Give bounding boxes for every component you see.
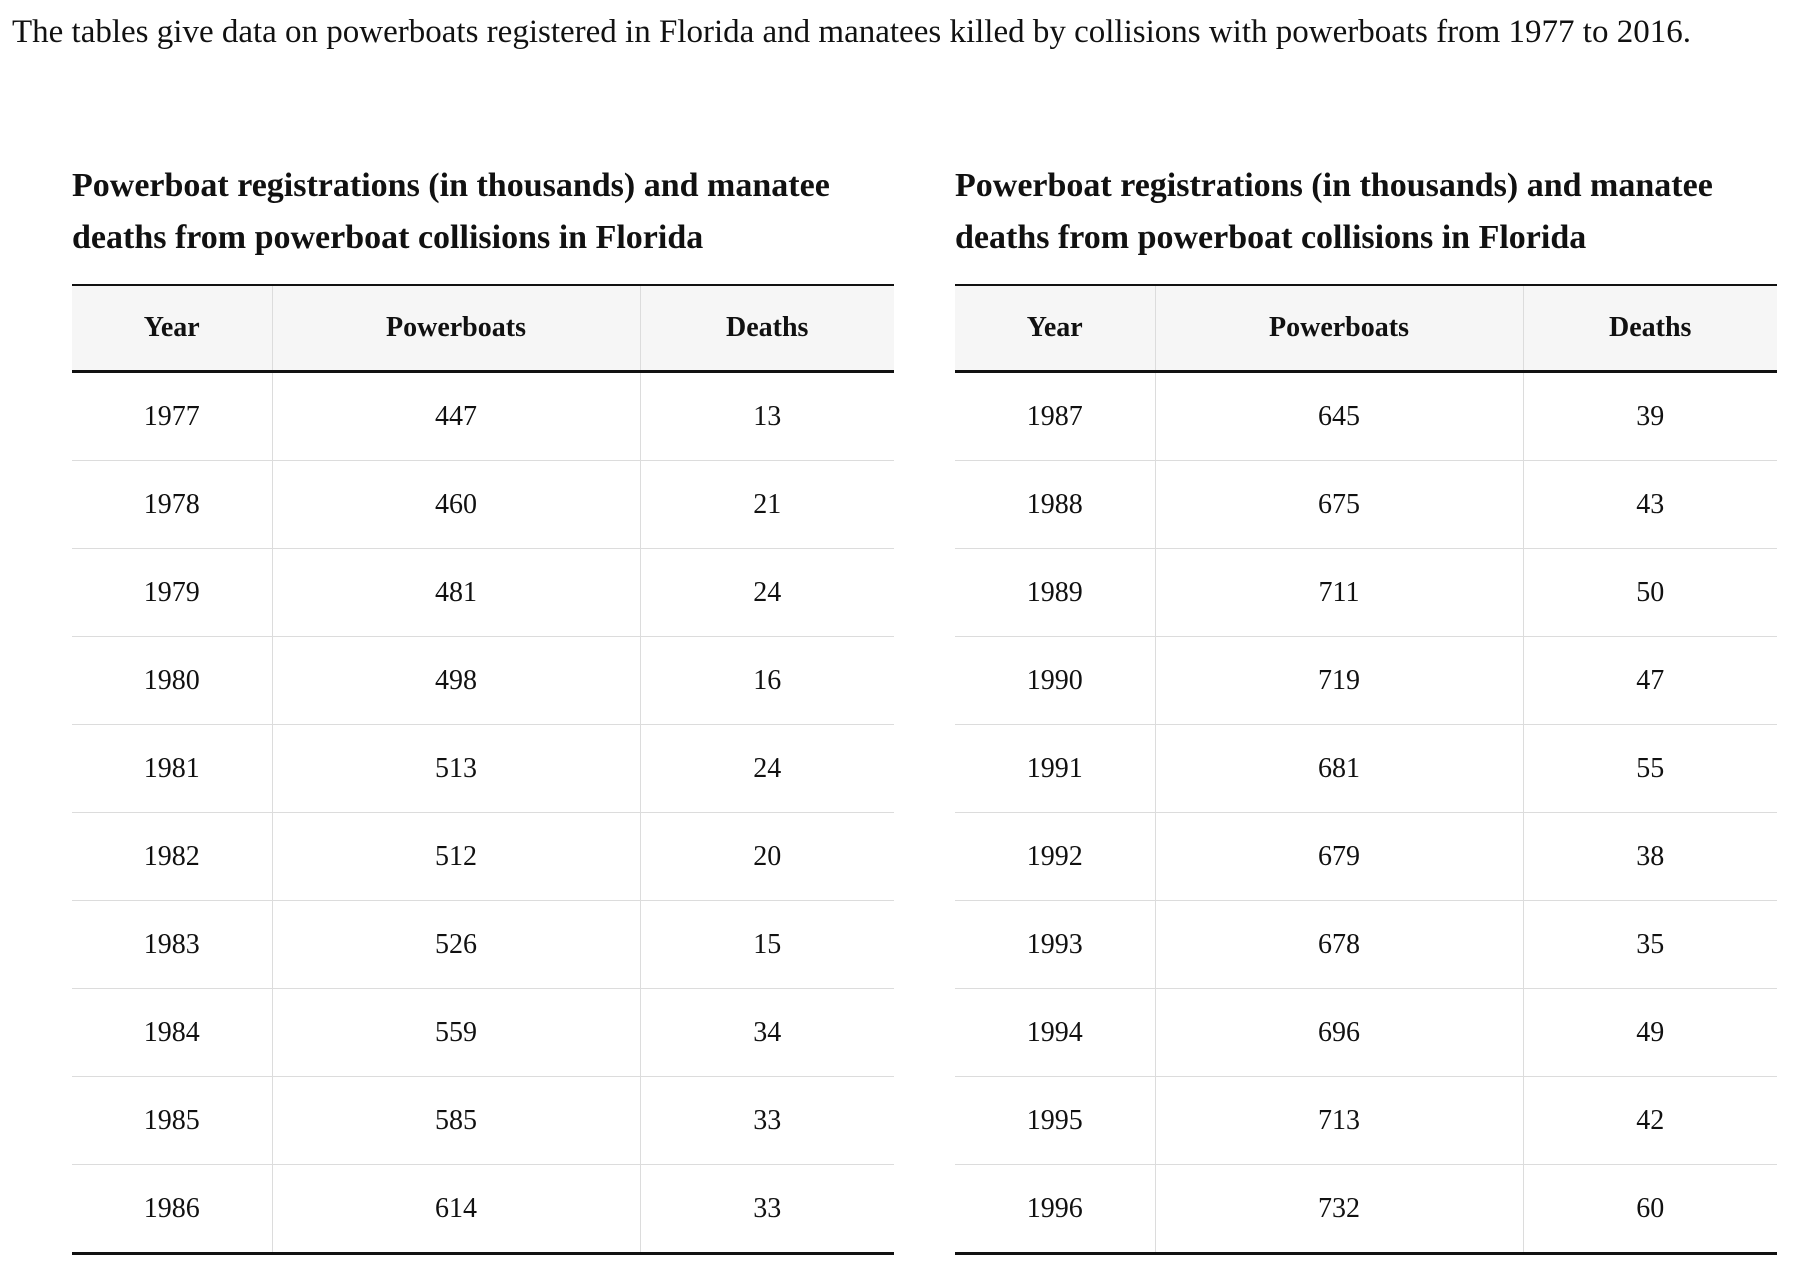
cell-deaths: 20 <box>639 812 894 901</box>
header-deaths: Deaths <box>639 285 894 372</box>
cell-deaths: 38 <box>1522 812 1777 901</box>
cell-year: 1979 <box>72 548 272 637</box>
table-caption: Powerboat registrations (in thousands) a… <box>72 167 830 256</box>
cell-powerboats: 732 <box>1154 1164 1523 1255</box>
cell-year: 1987 <box>955 371 1155 461</box>
cell-deaths: 60 <box>1522 1164 1777 1255</box>
cell-powerboats: 678 <box>1154 900 1523 989</box>
cell-year: 1989 <box>955 548 1155 637</box>
header-year: Year <box>72 285 272 372</box>
table-row: 1996 732 60 <box>955 1164 1777 1255</box>
cell-powerboats: 559 <box>271 988 640 1077</box>
table-row: 1988 675 43 <box>955 460 1777 549</box>
cell-deaths: 21 <box>639 460 894 549</box>
cell-deaths: 15 <box>639 900 894 989</box>
table-row: 1985 585 33 <box>72 1076 894 1165</box>
cell-year: 1980 <box>72 636 272 725</box>
cell-year: 1988 <box>955 460 1155 549</box>
table-header-row: Year Powerboats Deaths <box>72 285 894 372</box>
cell-deaths: 24 <box>639 548 894 637</box>
header-year: Year <box>955 285 1155 372</box>
cell-powerboats: 526 <box>271 900 640 989</box>
cell-deaths: 42 <box>1522 1076 1777 1165</box>
cell-powerboats: 711 <box>1154 548 1523 637</box>
table-row: 1979 481 24 <box>72 548 894 637</box>
cell-deaths: 43 <box>1522 460 1777 549</box>
cell-powerboats: 460 <box>271 460 640 549</box>
data-table: Year Powerboats Deaths 1987 645 39 1988 675 4… <box>955 284 1777 1255</box>
table-row: 1995 713 42 <box>955 1076 1777 1165</box>
table-row: 1986 614 33 <box>72 1164 894 1255</box>
table-row: 1977 447 13 <box>72 371 894 461</box>
cell-deaths: 35 <box>1522 900 1777 989</box>
header-deaths: Deaths <box>1522 285 1777 372</box>
cell-powerboats: 719 <box>1154 636 1523 725</box>
cell-year: 1977 <box>72 371 272 461</box>
cell-deaths: 33 <box>639 1076 894 1165</box>
cell-year: 1994 <box>955 988 1155 1077</box>
table-row: 1982 512 20 <box>72 812 894 901</box>
cell-powerboats: 681 <box>1154 724 1523 813</box>
table-row: 1981 513 24 <box>72 724 894 813</box>
header-powerboats: Powerboats <box>271 285 640 372</box>
cell-powerboats: 498 <box>271 636 640 725</box>
cell-deaths: 55 <box>1522 724 1777 813</box>
cell-deaths: 39 <box>1522 371 1777 461</box>
cell-year: 1996 <box>955 1164 1155 1255</box>
cell-year: 1992 <box>955 812 1155 901</box>
cell-deaths: 24 <box>639 724 894 813</box>
cell-year: 1984 <box>72 988 272 1077</box>
cell-deaths: 33 <box>639 1164 894 1255</box>
cell-powerboats: 713 <box>1154 1076 1523 1165</box>
cell-powerboats: 481 <box>271 548 640 637</box>
table-row: 1980 498 16 <box>72 636 894 725</box>
cell-deaths: 13 <box>639 371 894 461</box>
cell-year: 1978 <box>72 460 272 549</box>
table-row: 1983 526 15 <box>72 900 894 989</box>
table-caption: Powerboat registrations (in thousands) a… <box>955 167 1713 256</box>
cell-year: 1985 <box>72 1076 272 1165</box>
table-row: 1987 645 39 <box>955 371 1777 461</box>
cell-powerboats: 585 <box>271 1076 640 1165</box>
table-row: 1984 559 34 <box>72 988 894 1077</box>
table-row: 1989 711 50 <box>955 548 1777 637</box>
table-row: 1994 696 49 <box>955 988 1777 1077</box>
cell-year: 1995 <box>955 1076 1155 1165</box>
cell-year: 1993 <box>955 900 1155 989</box>
cell-year: 1990 <box>955 636 1155 725</box>
cell-year: 1981 <box>72 724 272 813</box>
table-block-1977-1986: Powerboat registrations (in thousands) a… <box>72 160 894 1255</box>
data-table: Year Powerboats Deaths 1977 447 13 1978 460 2… <box>72 284 894 1255</box>
table-row: 1990 719 47 <box>955 636 1777 725</box>
cell-deaths: 47 <box>1522 636 1777 725</box>
cell-powerboats: 614 <box>271 1164 640 1255</box>
cell-deaths: 16 <box>639 636 894 725</box>
cell-powerboats: 447 <box>271 371 640 461</box>
cell-year: 1991 <box>955 724 1155 813</box>
cell-powerboats: 696 <box>1154 988 1523 1077</box>
cell-year: 1982 <box>72 812 272 901</box>
cell-powerboats: 679 <box>1154 812 1523 901</box>
table-row: 1991 681 55 <box>955 724 1777 813</box>
cell-powerboats: 645 <box>1154 371 1523 461</box>
table-row: 1992 679 38 <box>955 812 1777 901</box>
table-header-row: Year Powerboats Deaths <box>955 285 1777 372</box>
table-row: 1978 460 21 <box>72 460 894 549</box>
cell-year: 1983 <box>72 900 272 989</box>
header-powerboats: Powerboats <box>1154 285 1523 372</box>
cell-deaths: 34 <box>639 988 894 1077</box>
cell-powerboats: 675 <box>1154 460 1523 549</box>
intro-text: The tables give data on powerboats regis… <box>12 14 1691 50</box>
cell-powerboats: 513 <box>271 724 640 813</box>
table-row: 1993 678 35 <box>955 900 1777 989</box>
cell-powerboats: 512 <box>271 812 640 901</box>
cell-deaths: 49 <box>1522 988 1777 1077</box>
table-block-1987-1996: Powerboat registrations (in thousands) a… <box>955 160 1777 1255</box>
cell-deaths: 50 <box>1522 548 1777 637</box>
cell-year: 1986 <box>72 1164 272 1255</box>
